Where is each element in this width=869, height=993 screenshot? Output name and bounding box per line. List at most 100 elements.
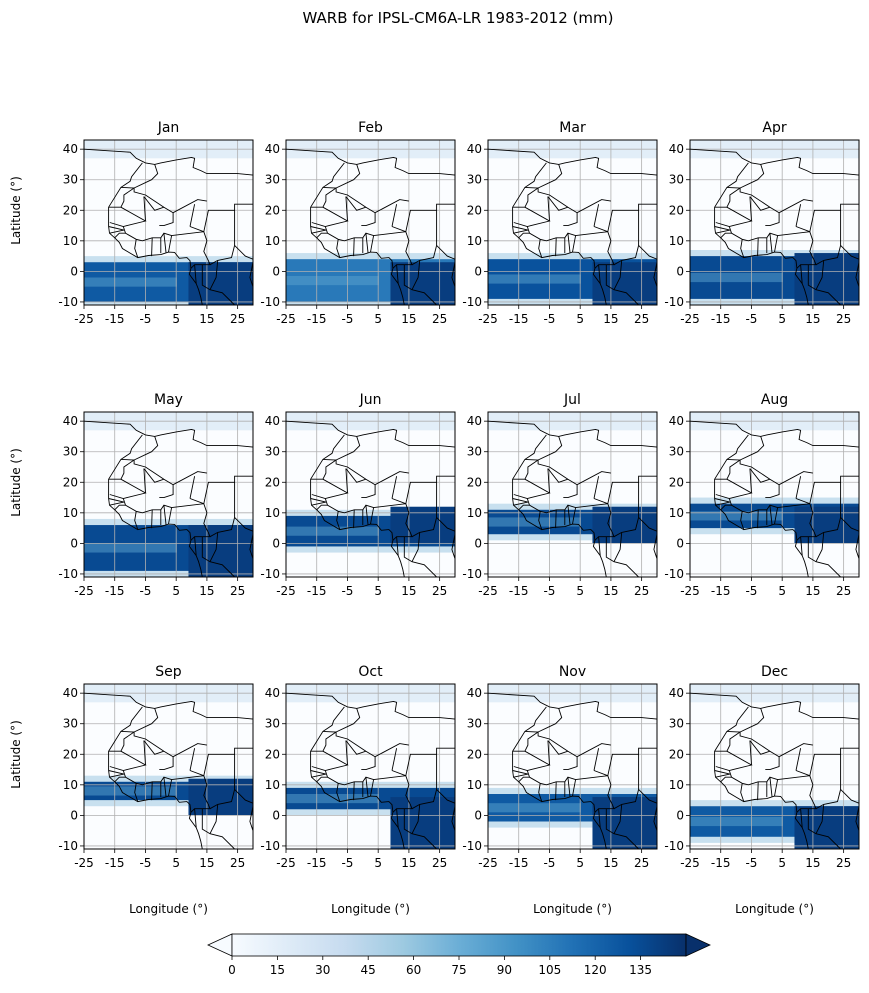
panel-title: Apr — [762, 120, 786, 136]
precip-field — [690, 140, 859, 305]
y-tick-label: 40 — [669, 142, 684, 156]
y-tick-label: 10 — [63, 506, 78, 520]
y-tick-label: 10 — [467, 234, 482, 248]
x-tick-label: -25 — [74, 856, 94, 870]
x-tick-label: 5 — [172, 584, 180, 598]
land-rain — [592, 506, 657, 544]
x-tick-label: 25 — [634, 312, 649, 326]
y-tick-label: 30 — [63, 445, 78, 459]
x-tick-label: -5 — [139, 584, 151, 598]
colorbar-tick-label: 30 — [315, 963, 330, 977]
y-tick-label: 40 — [467, 142, 482, 156]
band-core — [286, 794, 379, 804]
x-tick-label: 5 — [172, 312, 180, 326]
coastlines — [690, 420, 859, 577]
land-rain — [390, 797, 455, 849]
y-tick-label: 0 — [272, 264, 280, 278]
panel-title: May — [154, 392, 183, 408]
y-tick-label: 30 — [669, 173, 684, 187]
y-axis-labels: Latitude (°) Latitude (°) Latitude (°) — [9, 176, 23, 789]
precip-field — [286, 412, 455, 577]
y-tick-label: 40 — [467, 414, 482, 428]
x-tick-label: 25 — [836, 312, 851, 326]
x-tick-label: 15 — [199, 312, 214, 326]
colorbar-tick-label: 105 — [538, 963, 561, 977]
precip-field — [690, 684, 859, 849]
x-tick-label: -15 — [509, 312, 529, 326]
panel-nov: Nov 40 30 20 10 0 -10 -25 -15 -5 5 15 25 — [462, 664, 658, 870]
x-tick-label: -5 — [745, 856, 757, 870]
band-core — [488, 517, 581, 527]
x-tick-label: -15 — [307, 584, 327, 598]
band-core — [286, 526, 379, 536]
y-tick-label: -10 — [58, 295, 78, 309]
x-tick-label: -25 — [680, 584, 700, 598]
panel-title: Jan — [157, 120, 180, 136]
y-tick-label: 10 — [467, 778, 482, 792]
x-tick-label: 15 — [401, 312, 416, 326]
x-tick-label: -5 — [543, 312, 555, 326]
y-tick-label: 0 — [272, 536, 280, 550]
y-tick-label: 10 — [63, 234, 78, 248]
coastlines — [488, 420, 657, 577]
x-tick-label: 25 — [230, 856, 245, 870]
y-tick-label: 20 — [467, 203, 482, 217]
x-tick-label: -25 — [74, 584, 94, 598]
precip-field — [488, 140, 657, 305]
panel-title: Feb — [358, 120, 383, 136]
gridlines — [286, 140, 455, 305]
y-tick-label: -10 — [260, 839, 280, 853]
y-tick-label: 20 — [669, 475, 684, 489]
panel-frame — [285, 683, 456, 850]
land-rain — [188, 262, 253, 305]
band-core — [84, 543, 177, 553]
y-axis-label: Latitude (°) — [9, 176, 23, 245]
panel-title: Sep — [155, 664, 182, 680]
x-tick-label: -15 — [509, 856, 529, 870]
y-tick-label: 20 — [467, 475, 482, 489]
coastlines — [286, 692, 455, 849]
x-tick-label: 25 — [634, 584, 649, 598]
x-axis-label: Longitude (°) — [129, 902, 208, 916]
panel-sep: Sep 40 30 20 10 0 -10 -25 -15 -5 5 15 25 — [58, 664, 254, 870]
y-tick-label: -10 — [58, 567, 78, 581]
y-tick-label: 20 — [63, 747, 78, 761]
panel-frame — [285, 411, 456, 578]
x-tick-label: 25 — [836, 584, 851, 598]
band-core — [84, 786, 177, 796]
panel-frame — [689, 411, 860, 578]
colorbar-gradient — [231, 933, 687, 957]
x-tick-label: -5 — [341, 312, 353, 326]
y-tick-label: 40 — [467, 686, 482, 700]
x-tick-label: 25 — [230, 312, 245, 326]
x-tick-label: -15 — [105, 312, 125, 326]
x-tick-label: -25 — [680, 856, 700, 870]
land-rain — [794, 506, 859, 544]
land-rain — [390, 506, 455, 544]
panel-dec: Dec 40 30 20 10 0 -10 -25 -15 -5 5 15 25 — [664, 664, 860, 870]
band-core — [84, 277, 177, 287]
x-tick-label: -5 — [543, 856, 555, 870]
panel-frame — [487, 411, 658, 578]
y-tick-label: 10 — [669, 778, 684, 792]
gridlines — [286, 412, 455, 577]
panel-title: Jun — [359, 392, 382, 408]
y-tick-label: 20 — [669, 203, 684, 217]
x-tick-label: -15 — [105, 856, 125, 870]
x-tick-label: -25 — [74, 312, 94, 326]
y-tick-label: 10 — [265, 778, 280, 792]
y-tick-label: -10 — [58, 839, 78, 853]
coastlines — [488, 692, 657, 849]
x-tick-label: 5 — [778, 856, 786, 870]
x-tick-label: 15 — [603, 312, 618, 326]
land-rain — [592, 797, 657, 849]
panel-frame — [83, 683, 254, 850]
x-tick-label: -15 — [711, 856, 731, 870]
x-tick-label: 15 — [603, 856, 618, 870]
y-tick-label: 40 — [265, 686, 280, 700]
band-core — [690, 272, 783, 283]
panel-frame — [83, 411, 254, 578]
y-tick-label: 20 — [265, 747, 280, 761]
precip-field — [286, 140, 455, 305]
